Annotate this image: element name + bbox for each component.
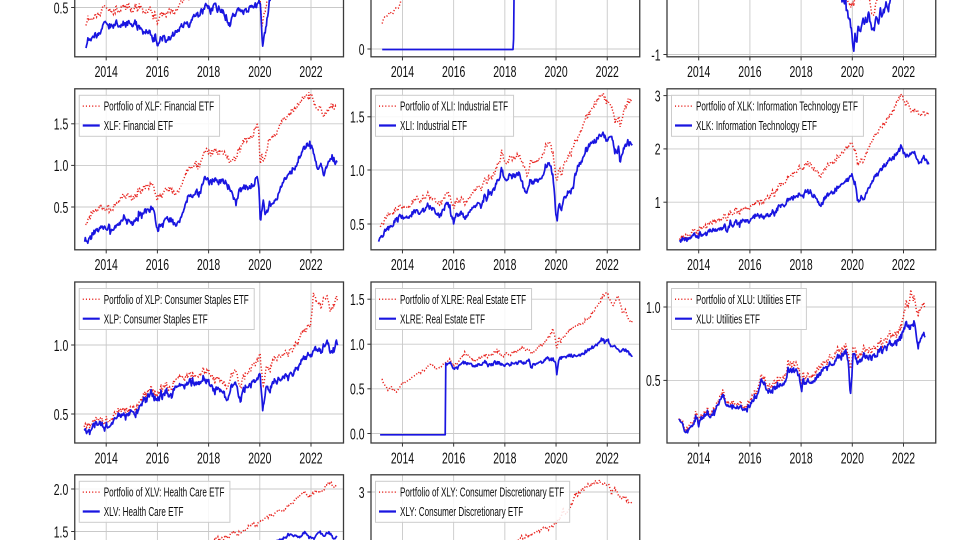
svg-text:XLF: Financial ETF: XLF: Financial ETF [104, 119, 173, 133]
svg-text:2016: 2016 [442, 450, 465, 467]
svg-text:0.5: 0.5 [54, 0, 69, 17]
svg-text:1.0: 1.0 [350, 337, 365, 354]
svg-text:2014: 2014 [687, 257, 710, 274]
svg-text:2022: 2022 [299, 450, 322, 467]
svg-text:2018: 2018 [493, 64, 516, 81]
svg-text:2018: 2018 [197, 257, 220, 274]
svg-text:2020: 2020 [841, 450, 864, 467]
svg-text:2.0: 2.0 [54, 482, 69, 499]
svg-text:2020: 2020 [841, 64, 864, 81]
svg-text:XLY: Consumer Discretionary ET: XLY: Consumer Discretionary ETF [400, 505, 523, 519]
svg-text:2014: 2014 [391, 450, 414, 467]
svg-text:1.0: 1.0 [646, 300, 661, 317]
svg-text:2022: 2022 [892, 64, 915, 81]
svg-text:2014: 2014 [391, 64, 414, 81]
svg-text:0: 0 [359, 42, 365, 59]
svg-text:2016: 2016 [146, 257, 169, 274]
svg-text:2014: 2014 [687, 64, 710, 81]
svg-text:0.5: 0.5 [350, 382, 365, 399]
svg-text:XLRE: Real Estate ETF: XLRE: Real Estate ETF [400, 312, 485, 326]
svg-text:XLU: Utilities ETF: XLU: Utilities ETF [696, 312, 760, 326]
svg-text:2020: 2020 [544, 257, 567, 274]
svg-text:2016: 2016 [738, 64, 761, 81]
svg-text:XLI: Industrial ETF: XLI: Industrial ETF [400, 119, 467, 133]
svg-text:2016: 2016 [146, 64, 169, 81]
svg-text:1.5: 1.5 [350, 110, 365, 127]
svg-text:2022: 2022 [299, 257, 322, 274]
svg-text:1.5: 1.5 [54, 117, 69, 134]
svg-text:2018: 2018 [197, 450, 220, 467]
svg-text:2014: 2014 [95, 257, 118, 274]
svg-text:Portfolio of XLV: Health Care: Portfolio of XLV: Health Care ETF [104, 486, 225, 500]
svg-text:2018: 2018 [790, 257, 813, 274]
svg-text:2016: 2016 [738, 450, 761, 467]
svg-text:-1: -1 [651, 47, 660, 64]
svg-text:Portfolio of XLF: Financial ET: Portfolio of XLF: Financial ETF [104, 100, 214, 114]
svg-text:1.0: 1.0 [350, 163, 365, 180]
svg-text:XLK: Information Technology ET: XLK: Information Technology ETF [696, 119, 817, 133]
svg-text:2018: 2018 [493, 450, 516, 467]
svg-text:2016: 2016 [442, 257, 465, 274]
svg-text:2022: 2022 [299, 64, 322, 81]
svg-text:2018: 2018 [493, 257, 516, 274]
svg-text:XLV: Health Care ETF: XLV: Health Care ETF [104, 505, 184, 519]
svg-text:2022: 2022 [892, 450, 915, 467]
svg-text:XLP: Consumer Staples ETF: XLP: Consumer Staples ETF [104, 312, 208, 326]
svg-text:1: 1 [655, 195, 661, 212]
svg-text:3: 3 [359, 485, 365, 502]
svg-text:2016: 2016 [738, 257, 761, 274]
svg-text:Portfolio of XLRE: Real Estate: Portfolio of XLRE: Real Estate ETF [400, 293, 526, 307]
svg-text:Portfolio of XLP: Consumer Sta: Portfolio of XLP: Consumer Staples ETF [104, 293, 249, 307]
svg-text:1.0: 1.0 [54, 338, 69, 355]
svg-text:Portfolio of XLI: Industrial E: Portfolio of XLI: Industrial ETF [400, 100, 508, 114]
svg-text:1.5: 1.5 [350, 292, 365, 309]
svg-text:2022: 2022 [596, 257, 619, 274]
svg-text:2016: 2016 [442, 64, 465, 81]
svg-text:2014: 2014 [95, 450, 118, 467]
svg-text:2018: 2018 [790, 64, 813, 81]
svg-text:Portfolio of XLK: Information: Portfolio of XLK: Information Technology… [696, 100, 858, 114]
svg-text:2014: 2014 [95, 64, 118, 81]
svg-text:0.5: 0.5 [350, 217, 365, 234]
svg-text:0.5: 0.5 [54, 407, 69, 424]
svg-text:2022: 2022 [596, 64, 619, 81]
svg-text:2022: 2022 [596, 450, 619, 467]
svg-text:2014: 2014 [391, 257, 414, 274]
svg-text:0.0: 0.0 [350, 426, 365, 443]
svg-text:2020: 2020 [248, 450, 271, 467]
svg-text:2020: 2020 [248, 64, 271, 81]
svg-text:2020: 2020 [841, 257, 864, 274]
svg-text:Portfolio of XLU: Utilities ET: Portfolio of XLU: Utilities ETF [696, 293, 801, 307]
svg-text:2: 2 [655, 142, 661, 159]
svg-text:0.5: 0.5 [54, 200, 69, 217]
svg-text:1.5: 1.5 [54, 524, 69, 540]
svg-text:2014: 2014 [687, 450, 710, 467]
svg-text:1.0: 1.0 [54, 158, 69, 175]
svg-text:2020: 2020 [544, 64, 567, 81]
svg-text:2020: 2020 [544, 450, 567, 467]
svg-text:Portfolio of XLY: Consumer Dis: Portfolio of XLY: Consumer Discretionary… [400, 486, 564, 500]
svg-text:2018: 2018 [790, 450, 813, 467]
svg-text:2018: 2018 [197, 64, 220, 81]
svg-text:0.5: 0.5 [646, 373, 661, 390]
svg-text:3: 3 [655, 88, 661, 105]
svg-text:2022: 2022 [892, 257, 915, 274]
svg-text:2020: 2020 [248, 257, 271, 274]
svg-text:2016: 2016 [146, 450, 169, 467]
